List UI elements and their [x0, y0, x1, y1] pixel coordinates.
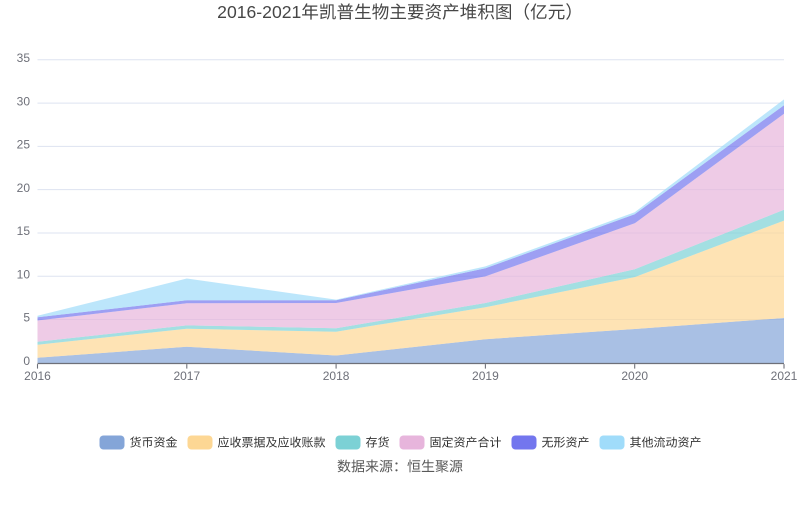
svg-text:15: 15 [17, 224, 31, 238]
svg-text:2016: 2016 [24, 369, 51, 383]
svg-text:30: 30 [17, 94, 31, 108]
svg-text:2016-2021: 2016-2021 [217, 2, 301, 22]
svg-text:20: 20 [17, 181, 31, 195]
svg-text:35: 35 [17, 51, 31, 65]
svg-text:25: 25 [17, 138, 31, 152]
svg-text:2018: 2018 [323, 369, 350, 383]
svg-text:2017: 2017 [173, 369, 200, 383]
svg-text:2021: 2021 [771, 369, 798, 383]
svg-text:2019: 2019 [472, 369, 499, 383]
svg-text:5: 5 [23, 311, 30, 325]
svg-text:0: 0 [23, 354, 30, 368]
svg-text:2020: 2020 [621, 369, 648, 383]
svg-text:10: 10 [17, 267, 31, 281]
